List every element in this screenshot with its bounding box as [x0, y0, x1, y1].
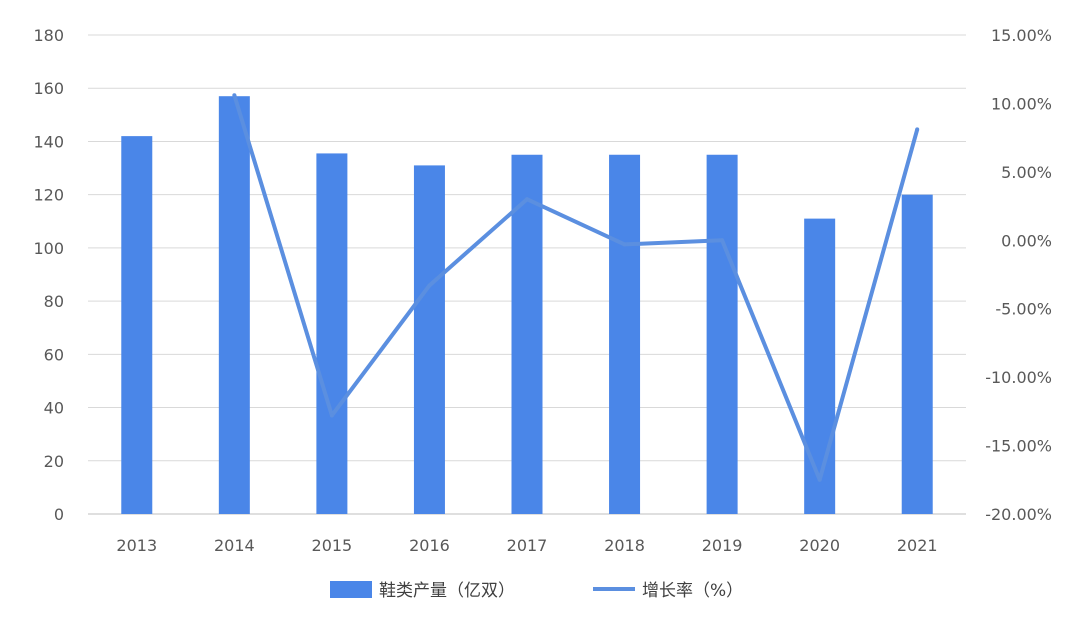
- y-left-tick-labels: 0 20 40 60 80 100 120 140 160 180: [33, 26, 64, 524]
- legend-label-bar: 鞋类产量（亿双）: [379, 581, 515, 601]
- y-right-tick-labels: -20.00% -15.00% -10.00% -5.00% 0.00% 5.00% 10.…: [985, 26, 1052, 524]
- y-left-tick-label: 0: [54, 505, 64, 524]
- growth-rate-point: [232, 93, 237, 98]
- bar-2016: [413, 165, 445, 514]
- bar-2021: [901, 194, 933, 514]
- y-right-tick-label: 10.00%: [991, 94, 1052, 113]
- legend-swatch-bar: [330, 581, 372, 598]
- growth-rate-point: [720, 238, 725, 243]
- y-right-tick-label: -15.00%: [985, 437, 1052, 456]
- y-left-tick-label: 40: [44, 399, 64, 418]
- bar-2019: [706, 154, 738, 514]
- bar-2018: [609, 154, 641, 514]
- bar-2017: [511, 154, 543, 514]
- x-tick-label: 2014: [214, 536, 255, 555]
- growth-rate-line: [232, 94, 920, 482]
- growth-rate-point: [915, 127, 920, 132]
- x-tick-label: 2015: [312, 536, 353, 555]
- x-tick-label: 2017: [507, 536, 548, 555]
- y-right-tick-label: -20.00%: [985, 505, 1052, 524]
- bar-2015: [316, 153, 348, 515]
- x-tick-label: 2019: [702, 536, 743, 555]
- legend: 鞋类产量（亿双） 增长率（%）: [330, 581, 743, 601]
- x-tick-label: 2020: [799, 536, 840, 555]
- y-left-tick-label: 160: [33, 79, 64, 98]
- x-tick-label: 2021: [897, 536, 938, 555]
- growth-rate-point: [525, 197, 529, 202]
- y-left-tick-label: 80: [44, 292, 64, 311]
- y-right-tick-label: -10.00%: [985, 368, 1052, 387]
- growth-rate-point: [427, 283, 432, 288]
- growth-rate-point: [329, 413, 334, 418]
- x-tick-label: 2013: [116, 536, 157, 555]
- y-right-tick-label: 15.00%: [991, 26, 1052, 45]
- y-left-tick-label: 180: [33, 26, 64, 45]
- y-left-tick-label: 20: [44, 452, 64, 471]
- y-left-tick-label: 120: [33, 186, 64, 205]
- y-right-tick-label: -5.00%: [995, 300, 1052, 319]
- x-tick-label: 2018: [604, 536, 645, 555]
- y-right-tick-label: 5.00%: [1001, 163, 1052, 182]
- legend-label-line: 增长率（%）: [642, 581, 743, 601]
- y-left-tick-label: 100: [33, 239, 64, 258]
- x-tick-labels: 2013 2014 2015 2016 2017 2018 2019 2020 2021: [116, 536, 937, 555]
- y-right-tick-label: 0.00%: [1001, 231, 1052, 250]
- x-tick-label: 2016: [409, 536, 450, 555]
- bar-2014: [218, 96, 250, 514]
- line-series: [232, 93, 920, 482]
- bar-2020: [804, 218, 836, 514]
- growth-rate-point: [622, 242, 627, 247]
- y-left-tick-label: 140: [33, 132, 64, 151]
- growth-rate-point: [817, 477, 822, 482]
- bar-series: [121, 96, 933, 515]
- y-left-tick-label: 60: [44, 345, 64, 364]
- bar-2013: [121, 136, 153, 514]
